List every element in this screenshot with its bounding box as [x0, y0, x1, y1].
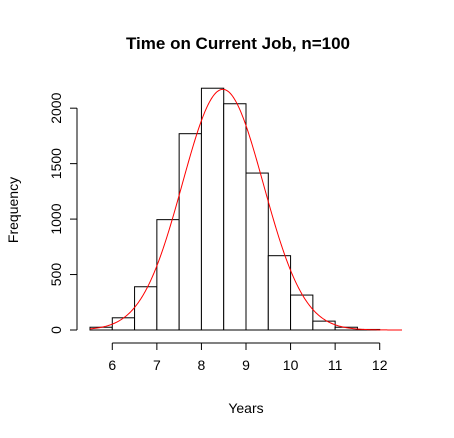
- y-tick-label: 1500: [48, 148, 64, 179]
- histogram-bar: [312, 320, 336, 331]
- x-tick-label: 12: [372, 357, 388, 373]
- x-axis: 6 7 8 9 10 11 12: [108, 342, 388, 373]
- y-tick-label: 500: [48, 263, 64, 287]
- chart-title: Time on Current Job, n=100: [126, 34, 350, 53]
- x-tick-label: 8: [198, 357, 206, 373]
- histogram-bar: [111, 317, 136, 331]
- bars-group: [89, 87, 381, 331]
- y-axis-label: Frequency: [5, 177, 21, 243]
- histogram-bar: [134, 286, 158, 331]
- histogram-bar: [200, 87, 225, 331]
- y-tick-label: 1000: [48, 203, 64, 234]
- y-tick-label: 2000: [48, 92, 64, 123]
- histogram-bar: [245, 172, 269, 331]
- histogram-bar: [223, 103, 247, 331]
- y-axis: 0 500 1000 1500 2000: [48, 92, 78, 334]
- x-tick-label: 10: [283, 357, 299, 373]
- y-tick-label: 0: [48, 326, 64, 334]
- x-tick-label: 9: [242, 357, 250, 373]
- x-tick-label: 6: [108, 357, 116, 373]
- histogram-bar: [178, 133, 202, 331]
- histogram-bar: [290, 294, 314, 331]
- x-axis-label: Years: [228, 400, 263, 416]
- x-tick-label: 7: [153, 357, 161, 373]
- histogram-bar: [267, 255, 292, 331]
- density-curve: [89, 88, 403, 331]
- histogram-bar: [156, 219, 180, 331]
- x-tick-label: 11: [328, 357, 343, 373]
